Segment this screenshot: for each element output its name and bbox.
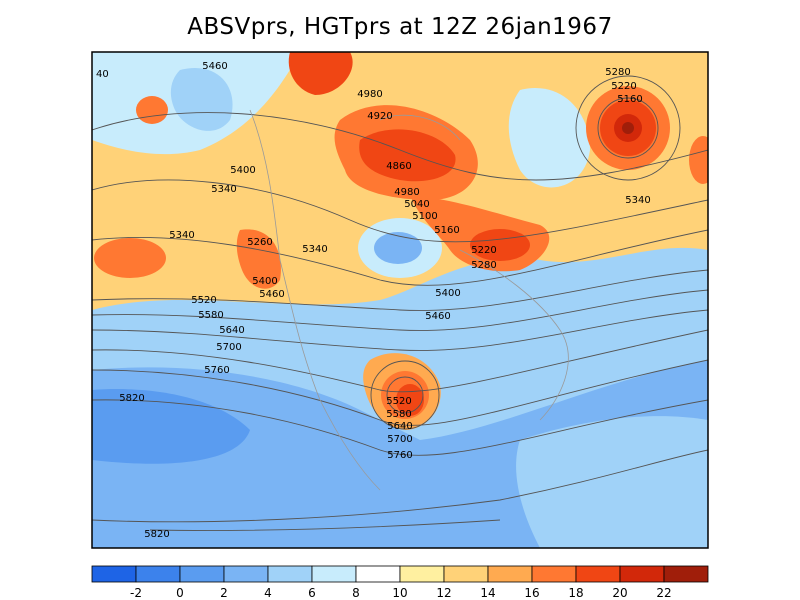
height-label: 5400 [435,288,460,299]
vorticity-max-west [94,238,166,278]
height-label: 4860 [386,161,411,172]
plot-frame [91,51,709,549]
colorbar-swatch [91,565,137,583]
height-label: 5220 [611,81,636,92]
colorbar-tick-label: 10 [392,586,407,600]
height-label: 5520 [386,396,411,407]
colorbar-tick-label: 2 [220,586,228,600]
coastlines [249,109,569,491]
height-label: 4920 [367,111,392,122]
height-contours [92,75,708,531]
height-label: 4980 [357,89,382,100]
height-label: 4980 [394,187,419,198]
height-label: 5040 [404,199,429,210]
height-label: 5700 [216,342,241,353]
height-label: 5340 [302,244,327,255]
height-label: 5460 [425,311,450,322]
height-label: 5260 [247,237,272,248]
height-label: 5580 [386,409,411,420]
colorbar-swatch [487,565,533,583]
vorticity-max-north [288,52,353,95]
colorbar-tick-label: -2 [130,586,142,600]
height-label: 5640 [219,325,244,336]
colorbar-tick-label: 20 [612,586,627,600]
height-label: 5340 [169,230,194,241]
colorbar-swatch [267,565,313,583]
plot-title: ABSVprs, HGTprs at 12Z 26jan1967 [187,14,613,40]
height-label: 5340 [625,195,650,206]
cool-patch-nw [170,68,233,131]
colorbar-swatch [531,565,577,583]
colorbar-tick-label: 0 [176,586,184,600]
height-label: 5580 [198,310,223,321]
colorbar-swatch [575,565,621,583]
height-label: 5760 [204,365,229,376]
colorbar-swatch [355,565,401,583]
colorbar-tick-label: 18 [568,586,583,600]
colorbar-tick-label: 14 [480,586,495,600]
colorbar-swatch [135,565,181,583]
height-label: 5640 [387,421,412,432]
colorbar-swatch [619,565,665,583]
height-label: 5460 [259,289,284,300]
colorbar-boxes [91,565,709,583]
height-label: 5340 [211,184,236,195]
height-label: 5820 [144,529,169,540]
colorbar-tick-label: 12 [436,586,451,600]
height-label: 5160 [617,94,642,105]
height-label: 5280 [605,67,630,78]
colorbar-swatch [223,565,269,583]
height-labels: 5460 5280 4980 4920 5220 5160 4860 5400 … [96,61,651,540]
height-label: 5820 [119,393,144,404]
height-label: 5760 [387,450,412,461]
height-label: 5700 [387,434,412,445]
height-label: 5520 [191,295,216,306]
colorbar-tick-label: 8 [352,586,360,600]
colorbar-swatch [663,565,709,583]
height-label: 5280 [471,260,496,271]
height-label: 5460 [202,61,227,72]
edge-label: 40 [96,69,109,80]
height-label: 5220 [471,245,496,256]
colorbar-tick-label: 6 [308,586,316,600]
colorbar-swatch [179,565,225,583]
colorbar-swatch [399,565,445,583]
height-label: 5400 [252,276,277,287]
colorbar-swatch [311,565,357,583]
height-label: 5400 [230,165,255,176]
height-label: 5100 [412,211,437,222]
colorbar-ticks: -2 0 2 4 6 8 10 12 14 16 18 20 22 [130,586,672,600]
cool-patch-ne [508,88,590,188]
colorbar-tick-label: 22 [656,586,671,600]
colorbar-tick-label: 16 [524,586,539,600]
colorbar-tick-label: 4 [264,586,272,600]
height-label: 5160 [434,225,459,236]
colorbar-swatch [443,565,489,583]
